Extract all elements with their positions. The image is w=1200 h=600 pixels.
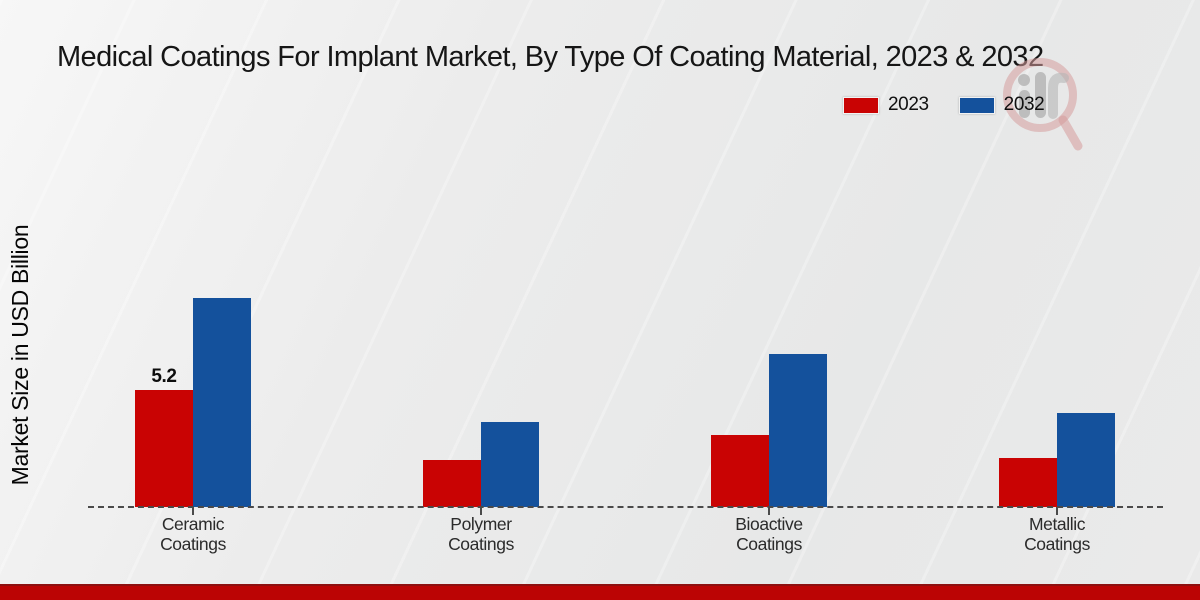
x-axis-baseline [88,506,1163,508]
bar-2023-metallic-coatings [999,457,1057,507]
bar-2023-bioactive-coatings [711,435,769,507]
bar-2032-bioactive-coatings [769,354,827,507]
bar-2032-metallic-coatings [1057,412,1115,507]
magnifier-bar-chart-watermark-icon [996,50,1084,157]
legend-label: 2032 [1003,94,1045,115]
x-axis-tick [192,507,194,515]
bar-2032-ceramic-coatings [193,297,251,507]
legend: 2023 2032 [843,94,1045,116]
legend-label: 2023 [888,94,929,115]
bar-2032-polymer-coatings [481,421,539,507]
x-axis-tick [768,507,770,515]
legend-swatch-icon [843,96,879,114]
x-axis-tick [480,507,482,515]
category-label-bioactive-coatings: Bioactive Coatings [735,514,803,554]
category-label-polymer-coatings: Polymer Coatings [448,514,514,554]
category-label-metallic-coatings: Metallic Coatings [1024,514,1090,554]
legend-swatch-icon [958,96,995,114]
bar-value-label: 5.2 [151,366,177,387]
category-label-ceramic-coatings: Ceramic Coatings [160,514,226,554]
x-axis-tick [1056,507,1058,515]
bar-2023-ceramic-coatings [135,390,193,507]
chart-title: Medical Coatings For Implant Market, By … [57,41,1044,73]
bar-2023-polymer-coatings [423,459,481,507]
legend-item-2023: 2023 [843,94,929,116]
footer-accent-strip [0,584,1200,600]
legend-item-2032: 2032 [958,94,1045,116]
